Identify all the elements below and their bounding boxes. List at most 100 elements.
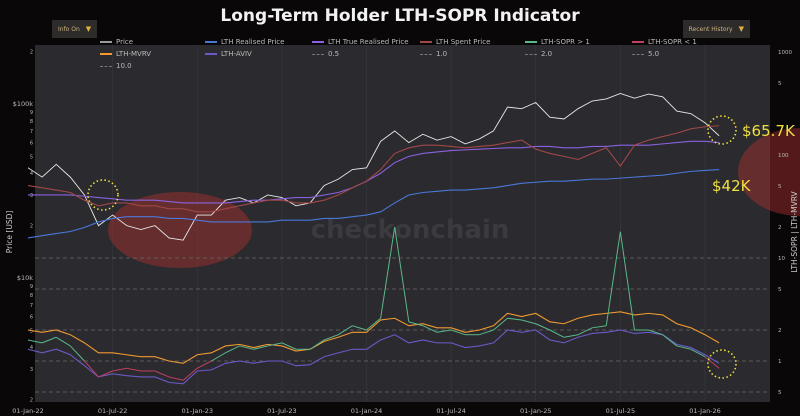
legend-item[interactable]: Price [100, 38, 133, 46]
info-toggle-button[interactable]: Info On ▼ [52, 20, 98, 38]
lth-sopr-segment [182, 367, 198, 381]
y-tick-label: 9 [30, 110, 33, 116]
lth-sopr-segment [535, 323, 551, 331]
legend-item[interactable]: LTH-AVIV [205, 50, 252, 58]
lth-sopr-segment [324, 334, 339, 341]
y-tick-label: 8 [30, 119, 33, 125]
lth-sopr-segment [338, 325, 353, 336]
lth-sopr-segment [704, 356, 720, 369]
x-tick-label: 01-Jan-23 [181, 407, 213, 415]
legend-item[interactable]: 0.5 [312, 50, 339, 58]
plot-area [35, 45, 770, 402]
lth-sopr-segment [493, 317, 508, 331]
price-annotation: $65.7K [742, 122, 796, 140]
legend-label: LTH-SOPR < 1 [648, 38, 697, 46]
lth-sopr-segment [479, 329, 494, 336]
legend-label: LTH Realised Price [221, 38, 285, 46]
y2-axis-title: LTH-SOPR | LTH-MVRV [790, 190, 799, 272]
y-tick-label: 6 [30, 315, 33, 321]
lth-sopr-segment [281, 342, 297, 350]
lth-realised-price-line [27, 169, 720, 239]
watermark: checkonchain [311, 215, 510, 245]
legend-label: 10.0 [116, 62, 132, 70]
x-tick-label: 01-Jul-22 [98, 407, 127, 415]
x-tick-label: 01-Jul-25 [606, 407, 635, 415]
legend-swatch [312, 41, 324, 43]
highlight-circle [707, 115, 737, 145]
lth-sopr-segment [450, 329, 466, 336]
dropdown-arrow-icon: ▼ [738, 25, 744, 33]
highlight-circle [707, 349, 737, 379]
x-tick-label: 01-Jan-22 [12, 407, 44, 415]
lth-sopr-segment [563, 334, 579, 338]
legend-swatch [100, 53, 112, 55]
y2-tick-label: 10 [778, 256, 785, 262]
y-tick-label: 7 [30, 303, 33, 309]
highlight-circle [87, 179, 119, 211]
y2-tick-label: 5 [778, 390, 782, 396]
y-tick-label: 3 [30, 193, 33, 199]
legend-item[interactable]: 10.0 [100, 62, 132, 70]
lth-sopr-segment [239, 345, 254, 350]
y-tick-label: $10k [17, 274, 33, 282]
lth-sopr-segment [690, 348, 706, 358]
lth-spent-price-line [27, 125, 720, 213]
legend-swatch [205, 41, 217, 43]
legend-item[interactable]: LTH-MVRV [100, 50, 151, 58]
legend-label: 0.5 [328, 50, 340, 58]
legend-swatch [632, 53, 644, 55]
lth-sopr-segment [619, 231, 635, 331]
legend-item[interactable]: 5.0 [632, 50, 659, 58]
lth-sopr-segment [168, 376, 184, 381]
legend-item[interactable]: LTH Spent Price [420, 38, 490, 46]
x-tick-label: 01-Jan-25 [520, 407, 552, 415]
lth-aviv-line [27, 329, 720, 385]
legend-swatch [632, 41, 644, 43]
y2-tick-label: 5 [778, 287, 782, 293]
recent-history-button[interactable]: Recent History ▼ [682, 20, 750, 38]
y-tick-label: 2 [30, 398, 33, 404]
y2-tick-label: 5 [778, 81, 782, 87]
legend-label: LTH-MVRV [116, 50, 152, 58]
y2-tick-label: 1000 [778, 50, 792, 56]
legend-item[interactable]: LTH Realised Price [205, 38, 284, 46]
y2-tick-label: 5 [778, 184, 782, 190]
legend-label: LTH-SOPR > 1 [541, 38, 590, 46]
lth-sopr-segment [507, 317, 522, 321]
lth-sopr-segment [676, 345, 692, 350]
lth-sopr-segment [69, 345, 85, 362]
legend-swatch [420, 53, 432, 55]
y2-tick-label: 2 [778, 328, 782, 334]
legend-label: Price [116, 38, 134, 46]
lth-sopr-segment [366, 317, 381, 331]
legend-item[interactable]: LTH-SOPR < 1 [632, 38, 697, 46]
legend-swatch [100, 65, 112, 67]
lth-true-realised-price-line [28, 140, 720, 204]
lth-sopr-segment [211, 352, 226, 362]
x-tick-label: 01-Jul-24 [436, 407, 465, 415]
legend-item[interactable]: 1.0 [420, 50, 447, 58]
chart-title: Long-Term Holder LTH-SOPR Indicator [220, 6, 580, 26]
lth-sopr-segment [662, 334, 678, 347]
legend-label: LTH True Realised Price [328, 38, 409, 46]
highlight-ellipse [738, 128, 800, 216]
lth-sopr-segment [84, 360, 99, 378]
y2-tick-label: 1 [778, 359, 782, 365]
legend-item[interactable]: 2.0 [525, 50, 552, 58]
lth-sopr-segment [408, 321, 424, 327]
legend-item[interactable]: LTH True Realised Price [312, 38, 409, 46]
lth-sopr-segment [577, 327, 593, 336]
lth-sopr-segment [549, 329, 565, 338]
lth-sopr-segment [197, 360, 212, 369]
lth-sopr-segment [154, 370, 170, 378]
legend-swatch [525, 41, 537, 43]
legend-label: LTH-AVIV [221, 50, 252, 58]
lth-sopr-segment [422, 325, 438, 333]
y-tick-label: 5 [30, 328, 33, 334]
y-axis-title: Price [USD] [5, 211, 14, 254]
legend-item[interactable]: LTH-SOPR > 1 [525, 38, 590, 46]
legend-swatch [100, 41, 112, 43]
x-tick-label: 01-Jul-23 [267, 407, 296, 415]
dropdown-arrow-icon: ▼ [85, 25, 92, 33]
